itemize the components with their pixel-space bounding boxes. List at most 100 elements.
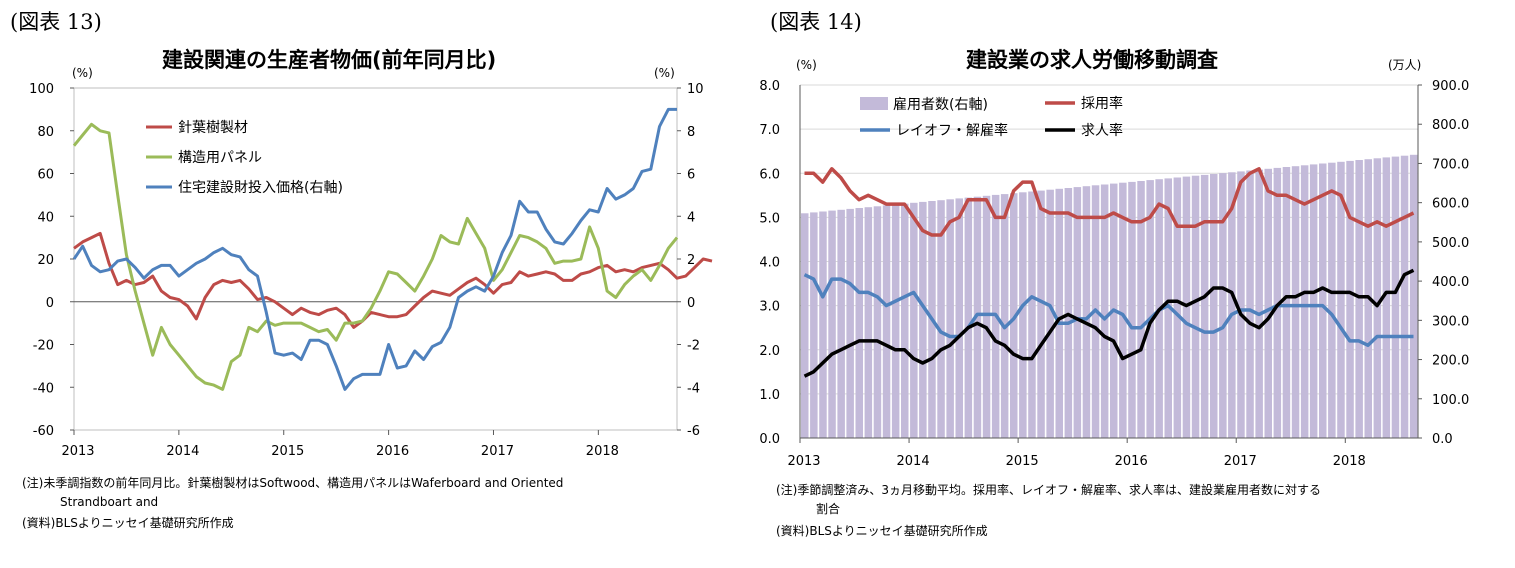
employment-bar bbox=[1337, 161, 1345, 439]
right-axis-tick-label: 6 bbox=[687, 168, 695, 183]
right-axis-tick-label: 0 bbox=[687, 296, 695, 311]
employment-bar bbox=[1237, 171, 1245, 438]
employment-bar bbox=[1246, 170, 1254, 438]
employment-bar bbox=[1282, 167, 1291, 438]
right-source: (資料)BLSよりニッセイ基礎研究所作成 bbox=[776, 524, 988, 538]
series-line-red bbox=[73, 231, 713, 329]
employment-bar bbox=[891, 204, 900, 438]
left-y-tick-label: 1.0 bbox=[759, 388, 780, 403]
x-tick-label: 2016 bbox=[1115, 454, 1148, 469]
employment-bar bbox=[1264, 168, 1272, 439]
left-y-tick-label: 100 bbox=[29, 82, 54, 97]
legend-label: 構造用パネル bbox=[178, 150, 262, 166]
left-y-tick-label: 0.0 bbox=[759, 432, 780, 447]
employment-bar bbox=[1210, 174, 1218, 438]
employment-bar bbox=[1082, 186, 1091, 438]
left-y-tick-label: -20 bbox=[33, 339, 54, 354]
right-axis-tick-label: -6 bbox=[687, 424, 700, 439]
employment-bar bbox=[955, 198, 963, 438]
employment-bar bbox=[1346, 160, 1354, 438]
legend-label: レイオフ・解雇率 bbox=[896, 122, 1008, 139]
employment-bar bbox=[810, 212, 818, 438]
employment-bar bbox=[819, 211, 827, 438]
employment-bar bbox=[837, 209, 845, 438]
employment-bar bbox=[1219, 173, 1227, 438]
left-y-tick-label: 60 bbox=[37, 168, 54, 183]
legend-label: 住宅建設財投入価格(右軸) bbox=[178, 180, 343, 196]
x-tick-label: 2018 bbox=[586, 444, 619, 459]
right-axis-tick-label: 8 bbox=[687, 125, 695, 140]
left-y-tick-label: 8.0 bbox=[759, 79, 780, 94]
x-tick-label: 2015 bbox=[271, 444, 304, 459]
employment-bar bbox=[1355, 160, 1363, 438]
employment-bar bbox=[919, 201, 927, 438]
right-axis-tick-label: -4 bbox=[687, 381, 700, 396]
employment-bar bbox=[1037, 190, 1045, 438]
employment-bar bbox=[1137, 181, 1145, 438]
left-y-tick-label: 5.0 bbox=[759, 211, 780, 226]
employment-bar bbox=[1173, 177, 1182, 438]
employment-bar bbox=[864, 207, 873, 438]
x-tick-label: 2017 bbox=[1224, 454, 1257, 469]
left-figure-label: (図表 13) bbox=[10, 10, 102, 34]
left-y-tick-label: 40 bbox=[37, 210, 54, 225]
left-y-unit: (%) bbox=[72, 66, 93, 80]
employment-bar bbox=[1164, 178, 1172, 438]
right-axis-tick-label: 300.0 bbox=[1432, 314, 1469, 329]
employment-bar bbox=[1255, 169, 1263, 438]
x-tick-label: 2016 bbox=[376, 444, 409, 459]
left-note-cont: Strandboart and bbox=[60, 495, 159, 509]
employment-bar bbox=[882, 205, 891, 438]
employment-bar bbox=[1028, 191, 1036, 438]
employment-bar bbox=[1328, 162, 1336, 438]
left-chart-title: 建設関連の生産者物価(前年同月比) bbox=[162, 48, 497, 72]
x-tick-label: 2015 bbox=[1006, 454, 1039, 469]
employment-bar bbox=[982, 195, 991, 438]
right-axis-tick-label: 400.0 bbox=[1432, 275, 1469, 290]
employment-bar bbox=[1319, 163, 1327, 438]
left-source: (資料)BLSよりニッセイ基礎研究所作成 bbox=[22, 516, 234, 530]
x-tick-label: 2013 bbox=[787, 454, 820, 469]
left-y-tick-label: -60 bbox=[33, 424, 54, 439]
series-line-black bbox=[803, 268, 1415, 378]
employment-bar bbox=[1128, 181, 1136, 438]
right-axis-tick-label: -2 bbox=[687, 339, 700, 354]
right-note-cont: 割合 bbox=[816, 502, 841, 516]
employment-bar bbox=[1291, 166, 1300, 438]
x-tick-label: 2013 bbox=[61, 444, 94, 459]
series-line-blue bbox=[72, 107, 677, 391]
legend-label: 求人率 bbox=[1081, 122, 1123, 139]
employment-bar bbox=[1073, 187, 1082, 438]
right-axis-tick-label: 4 bbox=[687, 210, 695, 225]
right-axis-tick-label: 700.0 bbox=[1432, 157, 1469, 172]
left-y-tick-label: 6.0 bbox=[759, 167, 780, 182]
x-tick-label: 2014 bbox=[897, 454, 930, 469]
employment-bar bbox=[937, 200, 945, 438]
right-axis-tick-label: 500.0 bbox=[1432, 236, 1469, 251]
employment-bar bbox=[1391, 156, 1400, 438]
employment-bar bbox=[1100, 184, 1109, 438]
left-y-tick-label: 2.0 bbox=[759, 344, 780, 359]
employment-bar bbox=[1300, 165, 1309, 439]
right-y-unit: (万人) bbox=[1388, 58, 1421, 72]
right-axis-tick-label: 2 bbox=[687, 253, 695, 268]
right-axis-tick-label: 600.0 bbox=[1432, 197, 1469, 212]
right-axis-tick-label: 900.0 bbox=[1432, 79, 1469, 94]
employment-bar bbox=[946, 199, 954, 438]
left-y-tick-label: -40 bbox=[33, 381, 54, 396]
employment-bar bbox=[1400, 155, 1409, 438]
employment-bar bbox=[901, 203, 909, 438]
left-y-tick-label: 7.0 bbox=[759, 123, 780, 138]
right-axis-tick-label: 100.0 bbox=[1432, 393, 1469, 408]
left-y-tick-label: 0 bbox=[46, 296, 54, 311]
employment-bar bbox=[1409, 154, 1418, 439]
right-chart: 8.0 7.0 6.0 5.0 4.0 3.0 2.0 1.0 0.0 900.0 800.0 700… bbox=[759, 58, 1469, 469]
employment-bar bbox=[910, 202, 918, 438]
x-tick-label: 2018 bbox=[1333, 454, 1366, 469]
employment-bar bbox=[873, 206, 882, 438]
employment-bar bbox=[828, 210, 836, 438]
x-tick-label: 2017 bbox=[481, 444, 514, 459]
series-line-blue bbox=[803, 273, 1414, 348]
employment-bar bbox=[1382, 157, 1391, 438]
employment-bar bbox=[801, 213, 809, 438]
